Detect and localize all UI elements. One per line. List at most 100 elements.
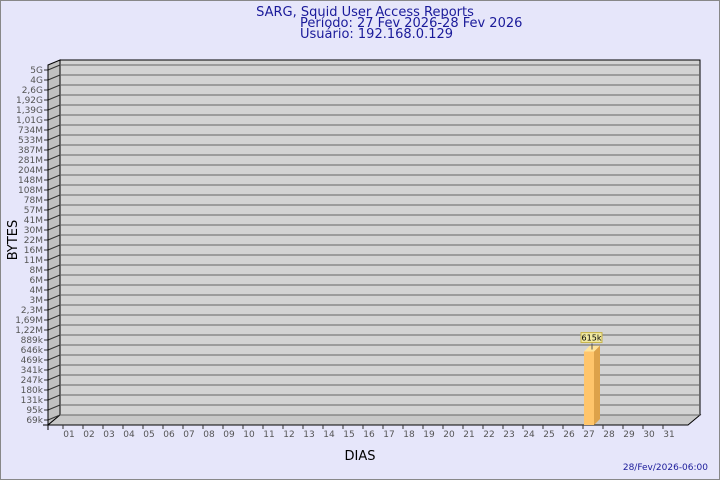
gridline-side — [47, 194, 61, 201]
x-tick-label: 11 — [263, 430, 274, 440]
y-tick-label: 4G — [30, 76, 43, 86]
gridline-side — [47, 344, 61, 351]
y-tick-label: 95k — [26, 406, 43, 416]
y-tick-label: 30M — [24, 226, 43, 236]
y-axis-label: BYTES — [6, 220, 21, 261]
floor — [46, 414, 702, 426]
x-tick-label: 24 — [523, 430, 535, 440]
chart-title: SARG, Squid User Access Reports — [256, 5, 474, 20]
y-tick-label: 469k — [21, 356, 44, 366]
x-tick-label: 20 — [443, 430, 455, 440]
footer-timestamp: 28/Fev/2026-06:00 — [623, 463, 708, 473]
y-tick-label: 889k — [21, 336, 44, 346]
x-tick-label: 18 — [403, 430, 415, 440]
gridline-side — [47, 404, 61, 411]
x-tick-label: 09 — [223, 430, 235, 440]
x-tick-label: 22 — [483, 430, 494, 440]
gridline-side — [47, 224, 61, 231]
x-tick-label: 31 — [663, 430, 674, 440]
y-tick-label: 734M — [18, 126, 43, 136]
x-tick-label: 23 — [503, 430, 514, 440]
gridline-side — [47, 254, 61, 261]
chart-user: Usuário: 192.168.0.129 — [300, 27, 453, 42]
y-tick-label: 1,69M — [15, 316, 43, 326]
left-wall — [47, 59, 61, 427]
bar-side — [594, 345, 600, 425]
x-tick-label: 06 — [163, 430, 175, 440]
gridline-side — [47, 394, 61, 401]
gridline-side — [47, 94, 61, 101]
x-tick-label: 12 — [283, 430, 294, 440]
gridline-side — [47, 244, 61, 251]
y-tick-label: 8M — [30, 266, 44, 276]
bar-front — [584, 351, 594, 425]
x-tick-label: 02 — [83, 430, 94, 440]
x-tick-label: 28 — [603, 430, 615, 440]
gridline-side — [47, 364, 61, 371]
gridline-side — [47, 324, 61, 331]
x-tick-label: 15 — [343, 430, 354, 440]
y-tick-label: 1,92G — [16, 96, 43, 106]
x-tick-label: 17 — [383, 430, 394, 440]
gridline-side — [47, 294, 61, 301]
y-tick-label: 57M — [24, 206, 43, 216]
gridline-side — [47, 334, 61, 341]
y-tick-label: 341k — [21, 366, 44, 376]
data-label-box — [580, 332, 603, 344]
y-tick-label: 108M — [18, 186, 43, 196]
y-tick-label: 16M — [24, 246, 43, 256]
y-tick-label: 2,3M — [21, 306, 43, 316]
x-tick-label: 29 — [623, 430, 635, 440]
data-label: 615k — [582, 334, 602, 343]
gridline-side — [47, 154, 61, 161]
gridline-side — [47, 214, 61, 221]
y-tick-label: 646k — [21, 346, 44, 356]
gridline-side — [47, 64, 61, 71]
y-tick-label: 11M — [24, 256, 43, 266]
y-tick-label: 247k — [21, 376, 44, 386]
gridline-side — [47, 384, 61, 391]
gridline-side — [47, 414, 61, 421]
back-wall — [59, 59, 701, 416]
gridline-side — [47, 184, 61, 191]
y-tick-label: 78M — [24, 196, 43, 206]
y-tick-label: 3M — [30, 296, 44, 306]
x-tick-label: 16 — [363, 430, 375, 440]
x-tick-label: 01 — [63, 430, 74, 440]
y-tick-label: 4M — [30, 286, 44, 296]
x-tick-label: 04 — [123, 430, 135, 440]
x-axis-label: DIAS — [345, 449, 376, 464]
y-tick-label: 1,22M — [15, 326, 43, 336]
gridline-side — [47, 74, 61, 81]
gridline-side — [47, 124, 61, 131]
y-tick-label: 2,6G — [22, 86, 43, 96]
y-tick-label: 131k — [21, 396, 44, 406]
gridline-side — [47, 374, 61, 381]
y-tick-label: 41M — [24, 216, 43, 226]
y-tick-label: 180k — [21, 386, 44, 396]
y-tick-label: 281M — [18, 156, 43, 166]
gridline-side — [47, 274, 61, 281]
x-tick-label: 30 — [643, 430, 655, 440]
x-tick-label: 19 — [423, 430, 435, 440]
y-tick-label: 387M — [18, 146, 43, 156]
y-tick-label: 5G — [30, 66, 43, 76]
y-tick-label: 1,39G — [16, 106, 43, 116]
x-tick-label: 10 — [243, 430, 255, 440]
y-tick-label: 533M — [18, 136, 43, 146]
x-tick-label: 14 — [323, 430, 335, 440]
gridline-side — [47, 104, 61, 111]
x-tick-label: 13 — [303, 430, 314, 440]
gridline-side — [47, 114, 61, 121]
y-tick-label: 69k — [26, 416, 43, 426]
gridline-side — [47, 284, 61, 291]
y-tick-label: 22M — [24, 236, 43, 246]
x-tick-label: 07 — [183, 430, 194, 440]
y-tick-label: 1,01G — [16, 116, 43, 126]
x-tick-label: 25 — [543, 430, 554, 440]
gridline-side — [47, 314, 61, 321]
gridline-side — [47, 204, 61, 211]
x-tick-label: 26 — [563, 430, 575, 440]
